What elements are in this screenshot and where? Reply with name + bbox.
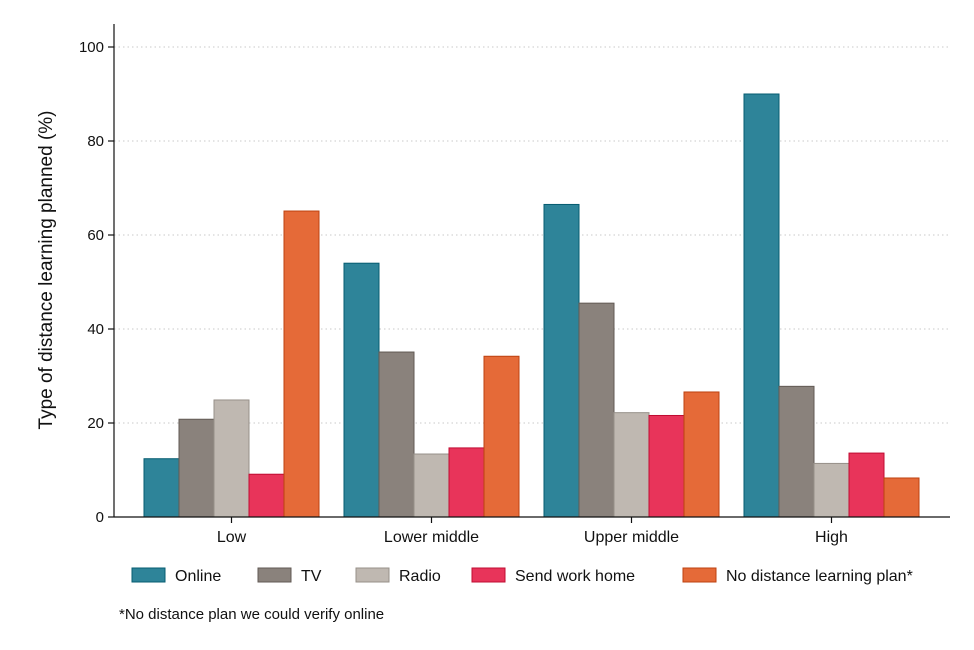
y-tick-label: 20 [87,415,104,432]
y-tick-label: 60 [87,227,104,244]
legend-item-tv: TV [257,567,322,585]
x-category-labels: Low Lower middle Upper middle High [217,517,848,546]
legend-swatch [131,567,166,583]
legend-label: No distance learning plan* [726,568,913,585]
bar-tv-high [778,385,815,518]
bar-tv-low [178,418,215,518]
grid-lines [114,46,950,424]
legend-swatch [471,567,506,583]
bar-radio-upper-middle [613,412,650,518]
legend: Online TV Radio Send work home No distance l… [131,567,913,585]
legend-item-no-distance-learning-plan: No distance learning plan* [682,567,913,585]
x-category-label: Upper middle [584,529,679,546]
bar-tv-upper-middle [578,302,615,518]
y-tick-label: 100 [79,39,104,56]
y-tick-label: 40 [87,321,104,338]
bar-no-distance-learning-plan-lower-middle [483,355,520,518]
legend-swatch [682,567,717,583]
bar-no-distance-learning-plan-upper-middle [683,391,720,518]
legend-label: TV [301,568,322,585]
legend-label: Online [175,568,221,585]
bar-online-low [143,458,180,518]
bar-no-distance-learning-plan-low [283,210,320,518]
bar-radio-low [213,399,250,518]
bar-online-lower-middle [343,262,380,518]
legend-label: Radio [399,568,441,585]
bars [143,93,920,518]
y-tick-label: 80 [87,133,104,150]
x-category-label: Low [217,529,247,546]
y-tick-label: 0 [96,509,104,526]
axes [113,24,950,518]
bar-tv-lower-middle [378,351,415,518]
bar-send-work-home-upper-middle [648,414,685,518]
bar-radio-high [813,462,850,518]
x-category-label: High [815,529,848,546]
bar-no-distance-learning-plan-high [883,477,920,518]
bar-online-upper-middle [543,203,580,518]
legend-swatch [257,567,292,583]
bar-radio-lower-middle [413,453,450,518]
legend-item-send-work-home: Send work home [471,567,635,585]
legend-label: Send work home [515,568,635,585]
legend-swatch [355,567,390,583]
bar-send-work-home-lower-middle [448,447,485,518]
legend-item-radio: Radio [355,567,441,585]
bar-send-work-home-low [248,473,285,518]
bar-online-high [743,93,780,518]
footnote: *No distance plan we could verify online [119,606,384,623]
bar-send-work-home-high [848,452,885,518]
legend-item-online: Online [131,567,221,585]
y-axis-title: Type of distance learning planned (%) [36,111,57,430]
x-category-label: Lower middle [384,529,479,546]
y-ticks: 0 20 40 60 80 100 [79,39,114,526]
